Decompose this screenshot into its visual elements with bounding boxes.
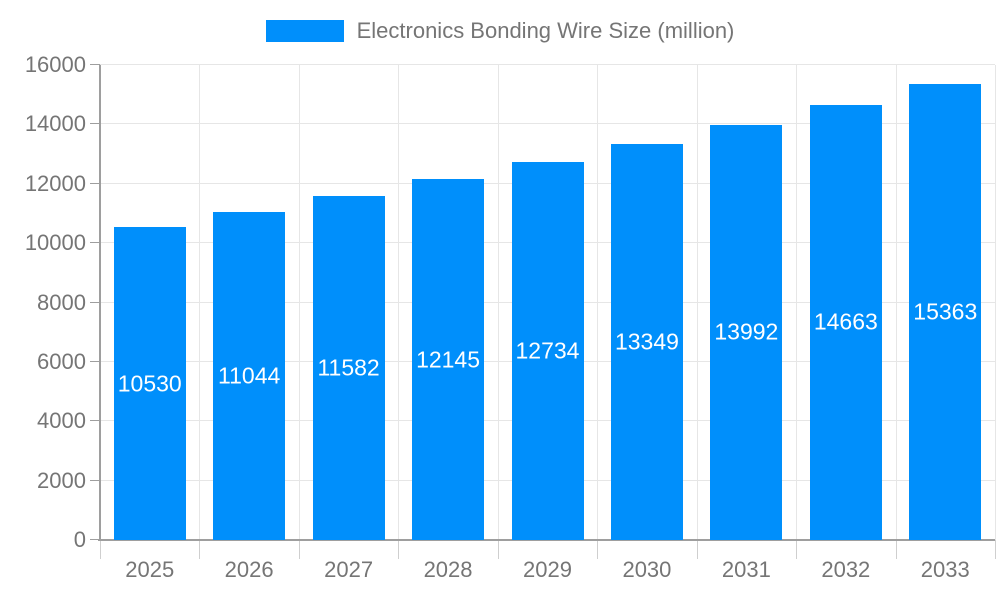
- x-axis-tick: [796, 540, 798, 559]
- bar-value-label: 12145: [416, 346, 481, 373]
- x-axis-label-2026: 2026: [224, 557, 274, 582]
- bar-2030[interactable]: 13349: [610, 143, 683, 540]
- y-axis-tick-label: 2000: [37, 467, 86, 493]
- y-axis-tick: [90, 64, 100, 65]
- y-axis-tick-label: 14000: [24, 111, 86, 137]
- x-axis-tick: [895, 540, 897, 559]
- x-axis-tick: [497, 540, 499, 559]
- x-axis-label-2027: 2027: [324, 557, 374, 582]
- x-axis-line: [98, 539, 995, 541]
- x-axis-tick: [100, 540, 101, 559]
- bar-2026[interactable]: 11044: [213, 212, 286, 540]
- bar-value-label: 13992: [714, 318, 779, 345]
- legend[interactable]: Electronics Bonding Wire Size (million): [0, 18, 1000, 44]
- y-axis-tick-label: 0: [73, 527, 86, 552]
- vertical-gridline: [199, 65, 201, 540]
- x-axis-tick: [398, 540, 400, 559]
- y-axis-tick-label: 8000: [37, 289, 86, 315]
- y-axis-tick: [90, 360, 100, 362]
- x-axis-label-2032: 2032: [821, 557, 871, 582]
- bar-2027[interactable]: 11582: [312, 196, 385, 540]
- vertical-gridline: [796, 65, 798, 540]
- x-axis-label-2030: 2030: [622, 557, 672, 582]
- vertical-gridline: [597, 65, 599, 540]
- legend-label: Electronics Bonding Wire Size (million): [356, 18, 735, 43]
- horizontal-gridline: [100, 123, 995, 125]
- horizontal-gridline: [100, 64, 995, 65]
- x-axis-tick: [696, 540, 698, 559]
- bar-value-label: 10530: [117, 370, 182, 397]
- x-axis-label-2033: 2033: [920, 557, 970, 582]
- bar-2025[interactable]: 10530: [113, 227, 186, 540]
- x-axis-labels: 2025 2026 2027 2028 2029 2030 2031 2032 2033: [100, 554, 995, 586]
- y-axis-tick-label: 16000: [24, 52, 86, 77]
- y-axis-tick: [90, 242, 100, 244]
- bar-value-label: 14663: [813, 308, 878, 335]
- y-axis-tick: [90, 123, 100, 125]
- bar-value-label: 12734: [515, 337, 580, 364]
- x-axis-label-2025: 2025: [125, 557, 175, 582]
- x-axis-label-2028: 2028: [423, 557, 473, 582]
- bar-2028[interactable]: 12145: [412, 179, 485, 540]
- bar-value-label: 11044: [218, 362, 281, 389]
- bar-2031[interactable]: 13992: [710, 124, 783, 540]
- y-axis-line: [99, 65, 101, 540]
- x-axis-label-2029: 2029: [523, 557, 572, 582]
- y-axis-tick-label: 4000: [37, 408, 86, 434]
- legend-swatch-icon: [265, 20, 344, 42]
- vertical-gridline: [696, 65, 698, 540]
- vertical-gridline: [895, 65, 897, 540]
- x-axis-tick: [597, 540, 599, 559]
- bar-2029[interactable]: 12734: [511, 161, 584, 540]
- bar-value-label: 13349: [614, 328, 679, 355]
- bar-value-label: 15363: [913, 298, 978, 325]
- x-axis-tick: [995, 540, 996, 559]
- vertical-gridline: [497, 65, 499, 540]
- x-axis-tick: [298, 540, 300, 559]
- x-axis-tick: [199, 540, 201, 559]
- y-axis-tick: [90, 182, 100, 184]
- y-axis-tick: [90, 479, 100, 481]
- vertical-gridline: [298, 65, 300, 540]
- bar-value-label: 11582: [317, 354, 380, 381]
- y-axis-labels: 0 2000 4000 6000 8000 10000 12000 14000 16000: [0, 54, 86, 551]
- vertical-gridline: [995, 65, 996, 540]
- y-axis-tick: [90, 539, 100, 540]
- bar-2032[interactable]: 14663: [809, 104, 882, 540]
- bar-2033[interactable]: 15363: [909, 83, 982, 540]
- vertical-gridline: [398, 65, 400, 540]
- x-axis-label-2031: 2031: [721, 557, 771, 582]
- y-axis-tick-label: 6000: [37, 348, 86, 374]
- plot-area: 10530 11044 11582 12145 12734 13349 13992 14663…: [90, 64, 996, 559]
- y-axis-tick: [90, 301, 100, 303]
- y-axis-tick-label: 10000: [24, 230, 86, 256]
- y-axis-tick-label: 12000: [24, 170, 86, 196]
- y-axis-tick: [90, 420, 100, 422]
